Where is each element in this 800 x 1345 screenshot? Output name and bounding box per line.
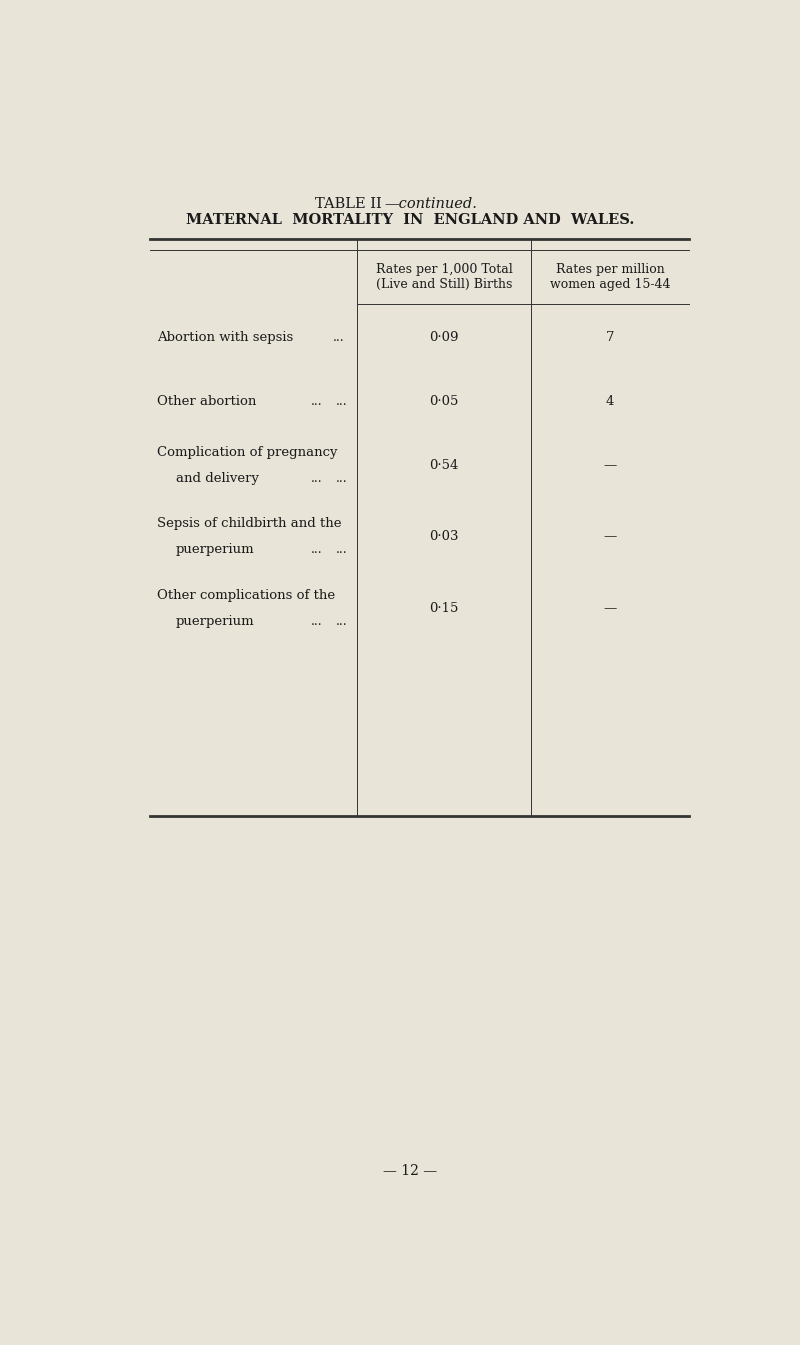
Text: Sepsis of childbirth and the: Sepsis of childbirth and the [157,516,342,530]
Text: Abortion with sepsis: Abortion with sepsis [157,331,294,344]
Text: 0·03: 0·03 [430,530,459,543]
Text: ...: ... [311,472,323,486]
Text: ...: ... [333,331,345,344]
Text: ...: ... [336,395,348,408]
Text: ...: ... [311,543,323,555]
Text: ...: ... [311,615,323,628]
Text: 0·05: 0·05 [430,395,458,408]
Text: ...: ... [336,472,348,486]
Text: TABLE II: TABLE II [315,196,382,211]
Text: Other abortion: Other abortion [157,395,257,408]
Text: Rates per 1,000 Total
(Live and Still) Births: Rates per 1,000 Total (Live and Still) B… [376,264,513,292]
Text: puerperium: puerperium [176,543,254,555]
Text: —: — [603,603,617,615]
Text: Other complications of the: Other complications of the [157,589,335,603]
Text: Rates per million
women aged 15-44: Rates per million women aged 15-44 [550,264,670,292]
Text: 4: 4 [606,395,614,408]
Text: —continued.: —continued. [384,196,477,211]
Text: 0·15: 0·15 [430,603,458,615]
Text: ...: ... [311,395,323,408]
Text: and delivery: and delivery [176,472,258,486]
Text: puerperium: puerperium [176,615,254,628]
Text: 0·09: 0·09 [430,331,459,344]
Text: —: — [603,530,617,543]
Text: Complication of pregnancy: Complication of pregnancy [157,447,338,460]
Text: ...: ... [336,615,348,628]
Text: MATERNAL  MORTALITY  IN  ENGLAND AND  WALES.: MATERNAL MORTALITY IN ENGLAND AND WALES. [186,214,634,227]
Text: 7: 7 [606,331,614,344]
Text: — 12 —: — 12 — [383,1165,437,1178]
Text: —: — [603,460,617,472]
Text: ...: ... [336,543,348,555]
Text: 0·54: 0·54 [430,460,458,472]
